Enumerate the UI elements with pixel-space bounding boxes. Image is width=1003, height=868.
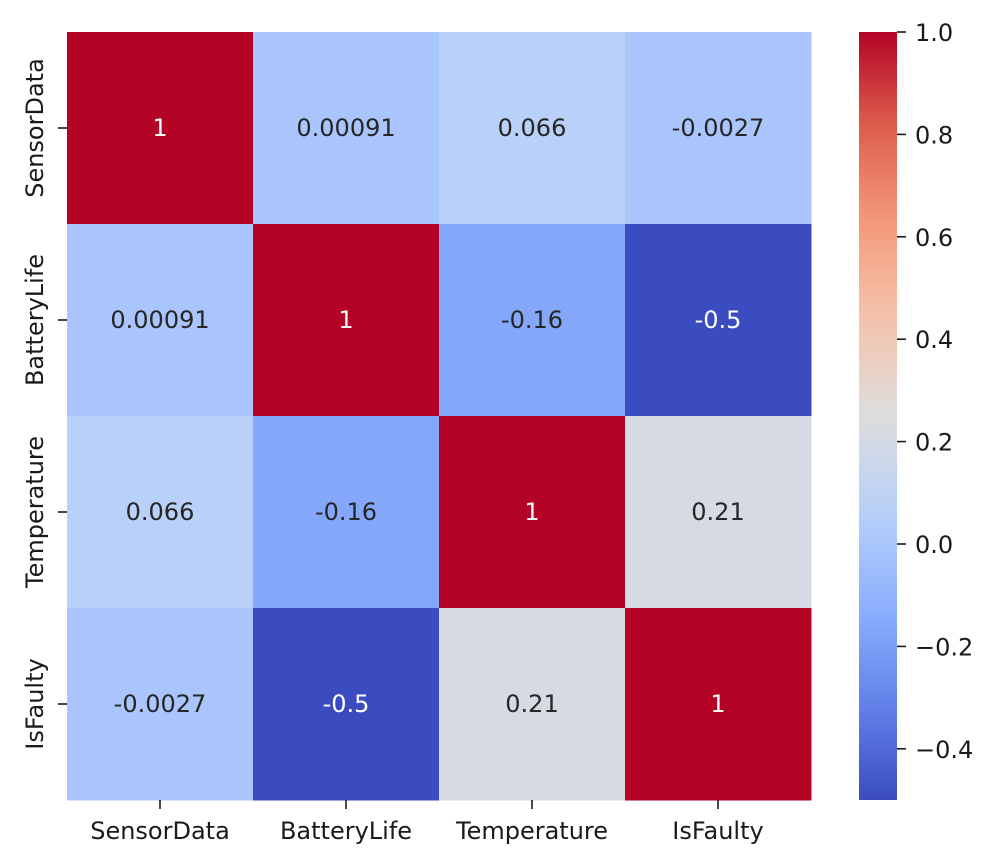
colorbar-tick-label: 0.2 xyxy=(915,429,953,457)
heatmap-cells xyxy=(67,32,812,801)
cell-annotation: -0.16 xyxy=(501,306,563,334)
colorbar-tick-label: −0.2 xyxy=(915,633,973,661)
cell-annotation: 0.00091 xyxy=(110,306,209,334)
x-tick-label: IsFaulty xyxy=(672,817,763,845)
x-tick-label: BatteryLife xyxy=(280,817,412,845)
cell-annotation: 0.21 xyxy=(505,690,558,718)
cell-annotation: 1 xyxy=(338,306,353,334)
y-tick-label: SensorData xyxy=(21,58,49,198)
cell-annotation: 0.00091 xyxy=(296,114,395,142)
cell-annotation: 0.066 xyxy=(498,114,567,142)
colorbar-tick-label: 0.0 xyxy=(915,531,953,559)
cell-annotation: -0.5 xyxy=(695,306,742,334)
colorbar-tick-label: −0.4 xyxy=(915,736,973,764)
cell-annotation: -0.16 xyxy=(315,498,377,526)
colorbar-tick-label: 0.4 xyxy=(915,326,953,354)
cell-annotation: -0.0027 xyxy=(672,114,765,142)
cell-annotation: 1 xyxy=(152,114,167,142)
colorbar-tick-label: 1.0 xyxy=(915,19,953,47)
cell-annotation: 0.21 xyxy=(691,498,744,526)
x-tick-label: Temperature xyxy=(455,817,608,845)
y-axis: SensorData BatteryLife Temperature IsFaulty xyxy=(21,58,67,749)
x-axis: SensorData BatteryLife Temperature IsFaulty xyxy=(90,800,763,845)
cell-annotation: 1 xyxy=(710,690,725,718)
x-tick-label: SensorData xyxy=(90,817,230,845)
y-tick-label: BatteryLife xyxy=(21,254,49,386)
y-tick-label: Temperature xyxy=(21,436,49,589)
y-tick-label: IsFaulty xyxy=(21,658,49,749)
colorbar-axis: 1.0 0.8 0.6 0.4 0.2 0.0 −0.2 −0.4 xyxy=(897,19,973,764)
cell-annotation: -0.5 xyxy=(323,690,370,718)
colorbar xyxy=(859,32,897,800)
cell-annotation: -0.0027 xyxy=(114,690,207,718)
colorbar-tick-label: 0.6 xyxy=(915,224,953,252)
cell-annotation: 0.066 xyxy=(126,498,195,526)
colorbar-tick-label: 0.8 xyxy=(915,121,953,149)
cell-annotation: 1 xyxy=(524,498,539,526)
